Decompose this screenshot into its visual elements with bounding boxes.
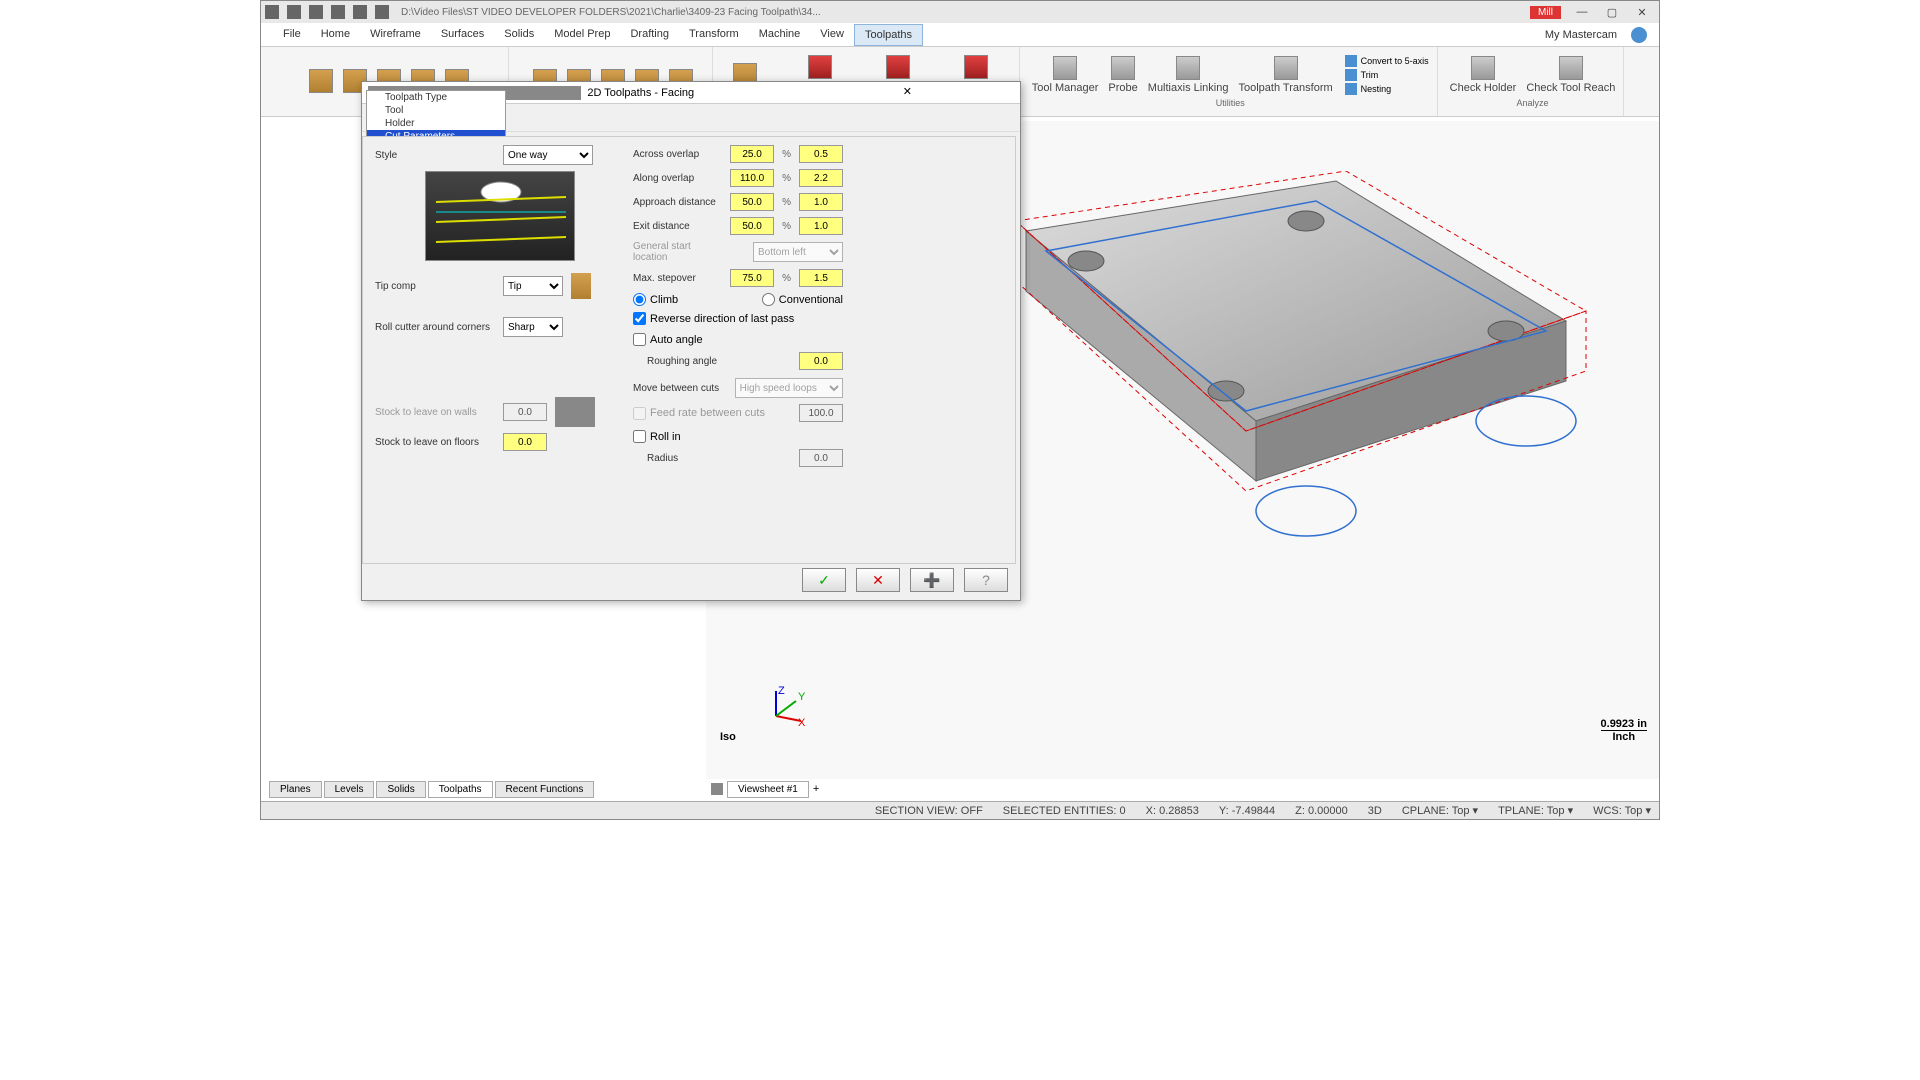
tree-item[interactable]: Toolpath Type [367, 91, 505, 104]
ribbon-button[interactable]: Probe [1104, 54, 1141, 96]
dialog-title: 2D Toolpaths - Facing [587, 87, 800, 99]
bottom-tab[interactable]: Levels [324, 781, 375, 798]
ribbon-button[interactable]: Multiaxis Linking [1144, 54, 1233, 96]
param-input[interactable] [730, 217, 774, 235]
style-select[interactable]: One way [503, 145, 593, 165]
climb-radio[interactable]: Climb [633, 293, 678, 306]
roll-select[interactable]: Sharp [503, 317, 563, 337]
qat-icon[interactable] [375, 5, 389, 19]
param-input[interactable] [730, 169, 774, 187]
max-step-pct[interactable] [730, 269, 774, 287]
param-input[interactable] [799, 193, 843, 211]
param-input[interactable] [799, 145, 843, 163]
param-input[interactable] [799, 217, 843, 235]
dialog-facing: 2D Toolpaths - Facing ✕ Toolpath TypeToo… [361, 81, 1021, 601]
add-button[interactable]: ➕ [910, 568, 954, 592]
params-panel: Style One way Tip comp Tip Roll cutter a… [362, 136, 1016, 564]
vsheet-icon[interactable] [711, 783, 723, 795]
coord-axes: Z Y X [766, 686, 806, 729]
bottom-tabs: PlanesLevelsSolidsToolpathsRecent Functi… [261, 779, 602, 799]
tree-item[interactable]: Holder [367, 117, 505, 130]
maximize-icon[interactable]: ▢ [1599, 3, 1625, 21]
ribbon-button[interactable] [305, 67, 337, 97]
menu-home[interactable]: Home [311, 24, 360, 46]
viewsheet-tab[interactable]: Viewsheet #1 [727, 781, 809, 798]
tool-icon [571, 273, 591, 299]
menu-machine[interactable]: Machine [749, 24, 811, 46]
bottom-tab[interactable]: Planes [269, 781, 322, 798]
menu-surfaces[interactable]: Surfaces [431, 24, 494, 46]
ribbon-button[interactable]: Toolpath Transform [1234, 54, 1336, 96]
stock-floors-input[interactable] [503, 433, 547, 451]
menu-file[interactable]: File [273, 24, 311, 46]
bottom-tab[interactable]: Solids [376, 781, 425, 798]
tipcomp-select[interactable]: Tip [503, 276, 563, 296]
ribbon-small-button[interactable]: Convert to 5-axis [1341, 54, 1433, 68]
menu-drafting[interactable]: Drafting [620, 24, 679, 46]
help-button[interactable]: ? [964, 568, 1008, 592]
svg-text:Z: Z [778, 686, 785, 697]
menu-toolpaths[interactable]: Toolpaths [854, 24, 923, 46]
svg-text:X: X [798, 717, 806, 726]
radius-input [799, 449, 843, 467]
add-viewsheet[interactable]: + [813, 783, 819, 795]
title-path: D:\Video Files\ST VIDEO DEVELOPER FOLDER… [401, 7, 1522, 18]
user-icon[interactable] [1631, 27, 1647, 43]
brand[interactable]: My Mastercam [1537, 25, 1625, 45]
move-select: High speed loops [735, 378, 843, 398]
conv-radio[interactable]: Conventional [762, 293, 843, 306]
preview-image [425, 171, 575, 261]
menu-transform[interactable]: Transform [679, 24, 749, 46]
svg-text:Y: Y [798, 691, 806, 703]
param-input[interactable] [730, 193, 774, 211]
tree-item[interactable]: Tool [367, 104, 505, 117]
statusbar: SECTION VIEW: OFF SELECTED ENTITIES: 0 X… [261, 801, 1659, 819]
ribbon-button[interactable]: Tool Manager [1028, 54, 1103, 96]
titlebar: D:\Video Files\ST VIDEO DEVELOPER FOLDER… [261, 1, 1659, 23]
ribbon-small-button[interactable]: Nesting [1341, 82, 1433, 96]
qat-icon[interactable] [331, 5, 345, 19]
menu-solids[interactable]: Solids [494, 24, 544, 46]
view-label: Iso [720, 731, 736, 743]
stock-walls-input [503, 403, 547, 421]
stock-icon [555, 397, 595, 427]
minimize-icon[interactable]: — [1569, 3, 1595, 21]
ribbon-small-button[interactable]: Trim [1341, 68, 1433, 82]
max-step-val[interactable] [799, 269, 843, 287]
menu-wireframe[interactable]: Wireframe [360, 24, 431, 46]
mill-tag: Mill [1530, 6, 1561, 19]
rollin-check[interactable]: Roll in [633, 430, 681, 443]
close-icon[interactable]: ✕ [1629, 3, 1655, 21]
cancel-button[interactable]: ✕ [856, 568, 900, 592]
gen-start-select: Bottom left [753, 242, 843, 262]
ribbon-button[interactable]: Check Holder [1446, 54, 1521, 96]
qat-icon[interactable] [265, 5, 279, 19]
param-input[interactable] [799, 169, 843, 187]
bottom-tab[interactable]: Recent Functions [495, 781, 595, 798]
part-preview [966, 171, 1606, 651]
close-icon[interactable]: ✕ [801, 85, 1014, 101]
menubar: FileHomeWireframeSurfacesSolidsModel Pre… [261, 23, 1659, 47]
auto-angle-check[interactable]: Auto angle [633, 333, 703, 346]
group-label: Analyze [1515, 96, 1551, 110]
param-input[interactable] [730, 145, 774, 163]
menu-model prep[interactable]: Model Prep [544, 24, 620, 46]
bottom-tab[interactable]: Toolpaths [428, 781, 493, 798]
qat-icon[interactable] [287, 5, 301, 19]
ok-button[interactable]: ✓ [802, 568, 846, 592]
group-label: Utilities [1214, 96, 1247, 110]
feed-cuts-check: Feed rate between cuts [633, 407, 765, 420]
ribbon-button[interactable]: Check Tool Reach [1522, 54, 1619, 96]
rough-angle-input[interactable] [799, 352, 843, 370]
qat-icon[interactable] [353, 5, 367, 19]
qat-icon[interactable] [309, 5, 323, 19]
scale-display: 0.9923 in Inch [1601, 718, 1647, 743]
menu-view[interactable]: View [810, 24, 854, 46]
reverse-check[interactable]: Reverse direction of last pass [633, 312, 794, 325]
feed-cuts-input [799, 404, 843, 422]
